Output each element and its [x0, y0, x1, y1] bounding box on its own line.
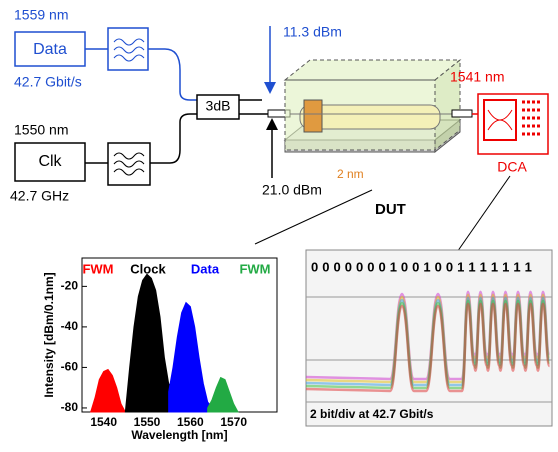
filter-icon [113, 152, 145, 176]
y-tick-label: -40 [61, 319, 79, 333]
legend-label: Data [191, 261, 220, 276]
y-axis-label: Intensity [dBm/0.1nm] [42, 272, 56, 397]
legend-label: Clock [130, 261, 166, 276]
analyzer-label: DCA [497, 159, 527, 175]
clock-rate: 42.7 GHz [10, 188, 69, 204]
data-filter [107, 27, 149, 71]
link [150, 113, 197, 164]
taper [303, 99, 323, 133]
x-axis-label: Wavelength [nm] [131, 428, 227, 442]
data-box [14, 31, 86, 67]
eye-panel [305, 249, 553, 427]
link [148, 48, 197, 101]
filter-icon [113, 38, 145, 62]
signal-power: 11.3 dBm [283, 24, 342, 40]
dut-label: DUT [375, 201, 406, 218]
spectrum [207, 376, 239, 413]
dca-buttons [522, 100, 542, 136]
analyzer-wavelength: 1541 nm [450, 69, 504, 85]
waveguide [299, 104, 441, 130]
waveguide-size: 2 nm [337, 167, 364, 181]
eye-traces [305, 290, 551, 393]
clock-filter [107, 142, 151, 186]
y-tick-label: -20 [61, 279, 79, 293]
data-label: Data [33, 41, 67, 58]
eye-trace [305, 302, 551, 393]
data-wavelength: 1559 nm [14, 7, 68, 23]
spectrum [89, 368, 127, 413]
pointer [454, 175, 511, 256]
clock-box [14, 142, 86, 182]
dca-eye [487, 109, 513, 131]
y-tick-label: -60 [61, 360, 79, 374]
x-tick-label: 1550 [134, 415, 161, 429]
dca-screen [483, 99, 517, 141]
legend-label: FWM [82, 261, 113, 276]
eye-caption: 2 bit/div at 42.7 Gbit/s [310, 407, 434, 421]
total-power: 21.0 dBm [262, 182, 322, 198]
x-tick-label: 1540 [90, 415, 117, 429]
dca [477, 93, 549, 155]
connector [451, 109, 473, 118]
y-tick-label: -80 [61, 400, 79, 414]
x-tick-label: 1570 [220, 415, 247, 429]
coupler [196, 94, 240, 120]
bit-pattern: 0 0 0 0 0 0 0 1 0 0 1 0 0 1 1 1 1 1 1 1 [311, 259, 532, 274]
pointer [254, 189, 373, 245]
x-tick-label: 1560 [177, 415, 204, 429]
coupler-label: 3dB [206, 98, 231, 114]
clock-label: Clk [38, 153, 62, 170]
legend-label: FWM [239, 261, 270, 276]
data-rate: 42.7 Gbit/s [14, 74, 82, 90]
link [239, 99, 268, 115]
clock-wavelength: 1550 nm [14, 122, 68, 138]
